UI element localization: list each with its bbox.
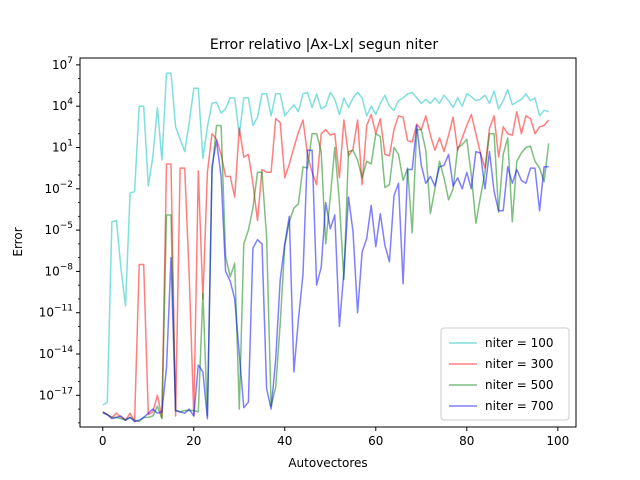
x-tick-label: 0 <box>99 434 107 448</box>
x-tick-label: 80 <box>459 434 474 448</box>
y-tick-label: 101 <box>52 138 73 154</box>
series-line-1 <box>102 72 549 406</box>
x-tick-label: 40 <box>277 434 292 448</box>
x-axis: 0 20 40 60 80 100 <box>99 427 569 448</box>
y-tick-label: 107 <box>52 56 73 72</box>
y-tick-label: 10−8 <box>44 262 73 278</box>
series-line-2 <box>102 110 550 423</box>
y-axis-label: Error <box>11 227 25 256</box>
y-tick-label: 10−5 <box>44 221 73 237</box>
x-tick-label: 100 <box>546 434 569 448</box>
series-line-4 <box>102 124 549 423</box>
y-tick-label: 10−14 <box>39 345 74 361</box>
x-tick-label: 20 <box>186 434 201 448</box>
y-tick-label: 10−11 <box>39 304 73 320</box>
legend: niter = 100 niter = 300 niter = 500 niter =… <box>440 327 570 421</box>
y-tick-label: 10−2 <box>44 180 73 196</box>
y-tick-label: 104 <box>52 97 73 113</box>
y-tick-label: 10−17 <box>39 386 73 402</box>
legend-label-1: niter = 100 <box>485 336 554 350</box>
plot-frame <box>79 57 577 428</box>
x-axis-label: Autovectores <box>288 456 367 470</box>
legend-label-2: niter = 300 <box>485 357 554 371</box>
legend-label-3: niter = 500 <box>485 378 554 392</box>
y-axis: 10−17 10−14 10−11 10−8 10−5 10−2 101 104 107 <box>39 56 80 424</box>
series-layer <box>102 72 550 423</box>
x-tick-label: 60 <box>368 434 383 448</box>
legend-label-4: niter = 700 <box>485 399 554 413</box>
legend-box <box>440 327 570 421</box>
chart-title: Error relativo |Ax-Lx| segun niter <box>210 37 439 53</box>
